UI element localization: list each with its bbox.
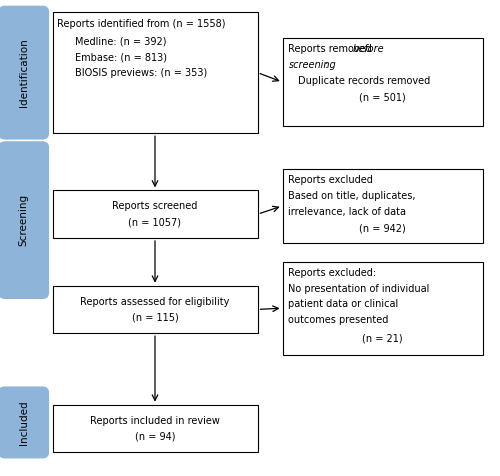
Text: (n = 21): (n = 21): [362, 334, 403, 344]
FancyBboxPatch shape: [0, 6, 48, 139]
Text: Reports excluded:: Reports excluded:: [288, 268, 376, 278]
Text: Reports assessed for eligibility: Reports assessed for eligibility: [80, 297, 230, 307]
Bar: [52, 405, 258, 452]
Text: irrelevance, lack of data: irrelevance, lack of data: [288, 207, 406, 217]
Bar: [52, 190, 258, 238]
Text: (n = 94): (n = 94): [135, 431, 175, 441]
Text: Medline: (n = 392): Medline: (n = 392): [75, 36, 166, 46]
FancyBboxPatch shape: [0, 387, 48, 458]
Text: (n = 1057): (n = 1057): [128, 217, 182, 227]
Text: Identification: Identification: [19, 38, 29, 107]
Text: (n = 501): (n = 501): [359, 93, 406, 103]
Text: Reports removed: Reports removed: [288, 44, 376, 54]
FancyBboxPatch shape: [0, 142, 48, 298]
Text: Screening: Screening: [19, 194, 29, 246]
Text: Reports included in review: Reports included in review: [90, 416, 220, 426]
Text: No presentation of individual: No presentation of individual: [288, 284, 430, 294]
Text: screening: screening: [288, 60, 336, 70]
Text: (n = 115): (n = 115): [132, 312, 178, 322]
Text: Duplicate records removed: Duplicate records removed: [298, 76, 430, 86]
Bar: [282, 38, 482, 126]
Text: Reports screened: Reports screened: [112, 201, 198, 211]
Text: Reports excluded: Reports excluded: [288, 175, 374, 185]
Text: before: before: [352, 44, 384, 54]
Text: Reports identified from (n = 1558): Reports identified from (n = 1558): [58, 19, 226, 29]
Text: BIOSIS previews: (n = 353): BIOSIS previews: (n = 353): [75, 68, 208, 78]
Text: Embase: (n = 813): Embase: (n = 813): [75, 52, 167, 62]
Text: patient data or clinical: patient data or clinical: [288, 299, 399, 309]
Bar: [52, 286, 258, 333]
Text: Based on title, duplicates,: Based on title, duplicates,: [288, 191, 416, 201]
Text: :: :: [324, 60, 328, 70]
Text: outcomes presented: outcomes presented: [288, 315, 389, 325]
Bar: [282, 169, 482, 243]
Bar: [52, 12, 258, 133]
Text: Included: Included: [19, 400, 29, 445]
Bar: [282, 262, 482, 355]
Text: (n = 942): (n = 942): [359, 224, 406, 234]
